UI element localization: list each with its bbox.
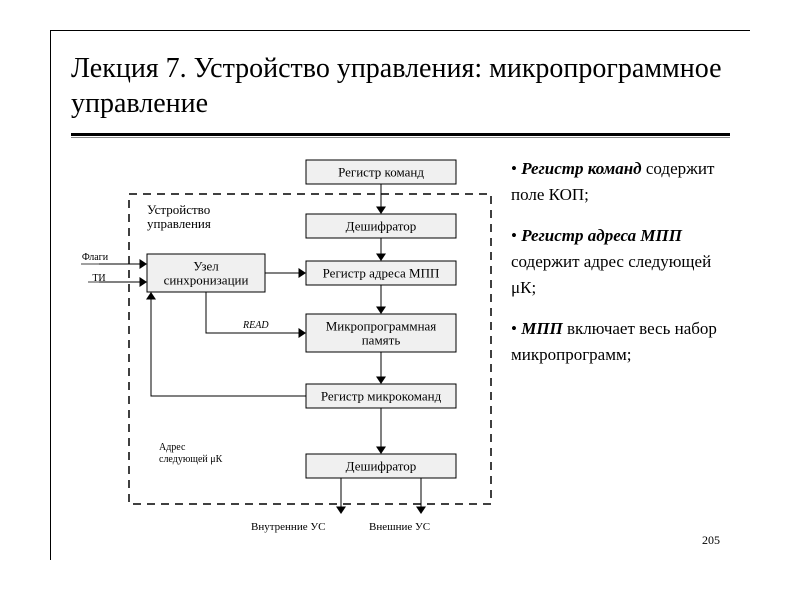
svg-text:Внутренние УС: Внутренние УС	[251, 521, 325, 533]
bullet-item: • МПП включает весь набор микропрограмм;	[511, 316, 731, 369]
svg-text:Микропрограммная: Микропрограммная	[326, 319, 437, 334]
svg-text:READ: READ	[242, 320, 269, 331]
svg-text:Регистр команд: Регистр команд	[338, 165, 424, 180]
svg-text:Узел: Узел	[193, 259, 219, 274]
bullet-item: • Регистр команд содержит поле КОП;	[511, 156, 731, 209]
svg-text:Дешифратор: Дешифратор	[346, 459, 417, 474]
svg-text:Дешифратор: Дешифратор	[346, 219, 417, 234]
page-title: Лекция 7. Устройство управления: микропр…	[51, 31, 750, 129]
svg-text:Регистр микрокоманд: Регистр микрокоманд	[321, 389, 442, 404]
flowchart-diagram: Регистр команд Дешифратор Узелсинхронизаци…	[51, 154, 506, 549]
bullet-list: • Регистр команд содержит поле КОП; • Ре…	[511, 156, 731, 382]
svg-text:Внешние УС: Внешние УС	[369, 521, 430, 533]
svg-text:ТИ: ТИ	[92, 273, 105, 284]
svg-text:следующей μК: следующей μК	[159, 454, 223, 465]
svg-text:Флаги: Флаги	[82, 252, 109, 263]
content-area: Регистр команд Дешифратор Узелсинхронизаци…	[51, 154, 750, 554]
svg-text:синхронизации: синхронизации	[164, 273, 249, 288]
svg-text:память: память	[362, 333, 401, 348]
page-number: 205	[702, 533, 720, 548]
svg-text:Устройство: Устройство	[147, 202, 210, 217]
slide-frame: Лекция 7. Устройство управления: микропр…	[50, 30, 750, 560]
svg-text:Регистр адреса МПП: Регистр адреса МПП	[323, 266, 440, 281]
title-underline	[71, 133, 730, 136]
title-underline-shadow	[71, 137, 730, 138]
svg-text:управления: управления	[147, 216, 211, 231]
bullet-item: • Регистр адреса МПП содержит адрес след…	[511, 223, 731, 302]
svg-text:Адрес: Адрес	[159, 442, 186, 453]
